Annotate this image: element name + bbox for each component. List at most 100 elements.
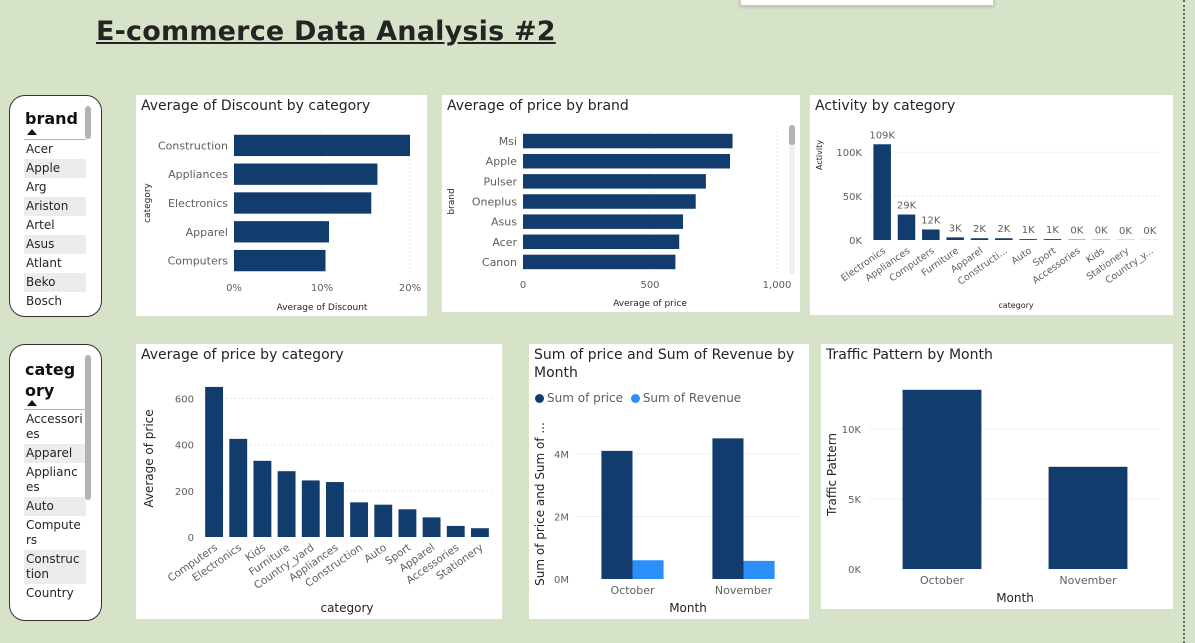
y-axis-title: Sum of price and Sum of ...	[533, 422, 547, 586]
bar	[922, 229, 940, 240]
y-tick-label: 4M	[554, 450, 569, 461]
y-tick-label: Apple	[486, 155, 518, 168]
sort-arrow-icon[interactable]	[27, 400, 37, 406]
slicer-item[interactable]: Atlant	[26, 256, 62, 270]
x-tick-label: October	[610, 584, 654, 597]
y-tick-label: 100K	[836, 148, 862, 159]
chart-title: Activity by category	[815, 98, 956, 114]
y-tick-label: 200	[175, 487, 194, 498]
category-slicer-scrollbar[interactable]	[85, 355, 91, 500]
legend-item-sum-of-revenue[interactable]: Sum of Revenue	[630, 391, 742, 405]
bar	[229, 438, 248, 537]
x-tick-label: October	[920, 574, 964, 587]
brand-slicer[interactable]: brand Acer Apple Arg Ariston Artel Asus Atlant…	[9, 95, 102, 317]
legend-dot-icon	[630, 394, 640, 403]
slicer-item[interactable]: Appliances	[26, 465, 78, 494]
brand-slicer-title: brand	[25, 109, 78, 128]
data-label: 0K	[1119, 226, 1132, 237]
chart-title: Traffic Pattern by Month	[826, 347, 993, 363]
slicer-item[interactable]: Apparel	[24, 444, 86, 463]
bar	[897, 214, 916, 240]
y-tick-label: Oneplus	[472, 196, 517, 209]
x-axis-title: Average of price	[613, 299, 687, 309]
traffic-by-month-chart: 0K 5K 10K October November Month Traffic Patte…	[825, 389, 1161, 605]
slicer-item[interactable]: Asus	[24, 235, 86, 254]
y-tick-label: Acer	[492, 236, 517, 249]
y-tick-label: 0M	[554, 575, 569, 586]
legend-label: Sum of Revenue	[642, 391, 742, 405]
activity-by-category-card[interactable]: Activity by category 0K 50K 100K 109K Electr…	[810, 95, 1173, 315]
bar	[422, 517, 441, 537]
slicer-item[interactable]: Ariston	[24, 197, 86, 216]
bar	[902, 389, 982, 569]
y-tick-label: 0K	[848, 565, 861, 576]
slicer-item[interactable]: Auto	[24, 497, 86, 516]
data-label: 0K	[1095, 226, 1108, 237]
legend-dot-icon	[535, 394, 544, 403]
bar	[873, 144, 891, 240]
y-tick-label: 0	[188, 533, 194, 544]
price-by-category-card[interactable]: Average of price by category 0 200 400 600 C…	[136, 344, 502, 619]
y-tick-label: Apparel	[186, 226, 228, 239]
slicer-item[interactable]: Accessories	[26, 412, 83, 441]
x-axis-title: Month	[669, 601, 707, 615]
bar	[523, 174, 706, 189]
slicer-item[interactable]: Beko	[24, 273, 86, 292]
traffic-by-month-card[interactable]: Traffic Pattern by Month 0K 5K 10K October N…	[821, 344, 1173, 609]
slicer-item[interactable]: Computers	[26, 518, 81, 547]
legend-item-sum-of-price[interactable]: Sum of price	[535, 391, 623, 405]
x-tick-label: November	[1059, 574, 1117, 587]
data-label: 12K	[921, 215, 941, 226]
category-slicer[interactable]: category Accessories Apparel Appliances Aut…	[9, 344, 102, 621]
chart-title: Average of Discount by category	[141, 98, 371, 114]
y-tick-label: Electronics	[168, 197, 228, 210]
x-tick-label: 1,000	[763, 280, 792, 291]
slicer-item[interactable]: Apple	[24, 159, 86, 178]
bar	[601, 450, 633, 579]
chart-title: Average of price by brand	[447, 98, 629, 114]
discount-by-category-card[interactable]: Average of Discount by category 0% 10% 20%…	[136, 95, 427, 316]
chart-legend: Sum of price Sum of Revenue	[535, 391, 741, 405]
slicer-item[interactable]: Arg	[26, 180, 47, 194]
y-axis-title: category	[143, 182, 153, 222]
top-popup	[740, 0, 994, 6]
y-tick-label: Msi	[499, 135, 517, 148]
x-tick-label: 500	[640, 280, 659, 291]
data-label: 1K	[1022, 225, 1035, 236]
bar	[946, 237, 964, 240]
data-label: 29K	[897, 201, 917, 212]
discount-by-category-chart: 0% 10% 20% Construction Appliances Electronic…	[143, 131, 421, 313]
sort-arrow-icon[interactable]	[27, 129, 37, 135]
data-label: 2K	[997, 224, 1010, 235]
slicer-item[interactable]: Artel	[26, 218, 55, 232]
price-by-brand-card[interactable]: Average of price by brand 0 500 1,000 Msi Ap…	[442, 95, 800, 312]
bar	[253, 460, 272, 537]
data-label: 1K	[1046, 225, 1059, 236]
bar	[523, 234, 680, 250]
data-label: 2K	[973, 224, 986, 235]
page-border-dotted	[1183, 0, 1185, 643]
y-tick-label: Asus	[491, 216, 517, 229]
y-tick-label: Pulser	[484, 175, 518, 188]
legend-label: Sum of price	[547, 391, 623, 405]
y-tick-label: 5K	[848, 495, 861, 506]
bar	[301, 480, 320, 537]
bar	[470, 528, 489, 537]
y-axis-title: Average of price	[142, 409, 156, 507]
bar	[523, 254, 676, 270]
price-revenue-by-month-chart: 0M 2M 4M October November Month Sum of price a…	[533, 422, 799, 615]
bar	[1019, 239, 1037, 240]
y-tick-label: Construction	[158, 139, 228, 152]
slicer-item[interactable]: Country	[26, 586, 74, 600]
slicer-item[interactable]: Acer	[26, 142, 53, 156]
x-tick-label: 20%	[399, 283, 421, 294]
bar	[398, 509, 417, 537]
slicer-item[interactable]: Bosch	[26, 294, 63, 308]
x-tick-label: 0	[520, 280, 526, 291]
slicer-item[interactable]: Construction	[24, 550, 86, 584]
chart-title: Sum of price and Sum of Revenue by Month	[534, 347, 795, 381]
price-revenue-by-month-card[interactable]: Sum of price and Sum of Revenue by Month…	[529, 344, 809, 619]
brand-slicer-scrollbar[interactable]	[85, 106, 91, 139]
bar	[523, 153, 731, 169]
